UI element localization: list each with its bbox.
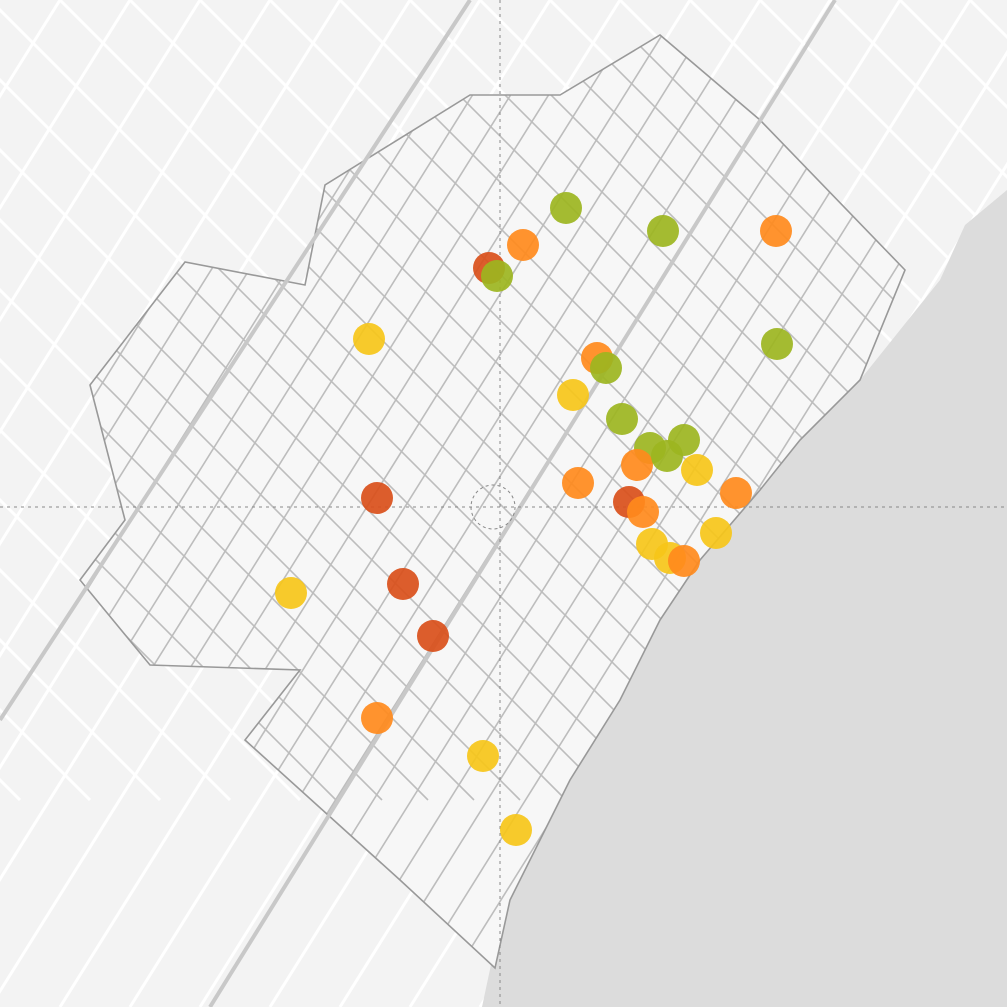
center-marker [470, 484, 516, 530]
street [317, 35, 905, 801]
location-dot [507, 229, 539, 261]
lake [482, 190, 1007, 1007]
street [80, 35, 475, 801]
location-dot [353, 323, 385, 355]
street [80, 35, 521, 801]
city-boundary [78, 34, 906, 970]
street [80, 35, 567, 801]
road [0, 0, 132, 211]
street [363, 35, 905, 801]
location-dot [557, 379, 589, 411]
location-dot [606, 403, 638, 435]
location-dot [681, 454, 713, 486]
street [80, 35, 495, 968]
road [758, 0, 1007, 250]
street [80, 35, 705, 801]
location-dot [700, 517, 732, 549]
location-dot [621, 449, 653, 481]
location-dot [562, 467, 594, 499]
highway [208, 0, 837, 1007]
street [547, 35, 905, 801]
location-dot [647, 215, 679, 247]
location-dot [627, 496, 659, 528]
street [80, 35, 383, 801]
highway [0, 0, 472, 722]
location-dot [760, 215, 792, 247]
location-dot [500, 814, 532, 846]
location-dot [550, 192, 582, 224]
road [0, 0, 202, 323]
road [828, 0, 1007, 180]
road [0, 567, 232, 802]
location-dot [590, 352, 622, 384]
street [80, 35, 613, 801]
road [0, 0, 342, 547]
street [80, 35, 429, 801]
location-dot [361, 482, 393, 514]
street [409, 35, 905, 801]
location-dot [720, 477, 752, 509]
location-dot [467, 740, 499, 772]
location-dot [417, 620, 449, 652]
road [0, 497, 302, 802]
street [80, 35, 533, 968]
location-dot [651, 440, 683, 472]
road [688, 0, 1007, 320]
location-dot [668, 545, 700, 577]
road [0, 0, 272, 435]
location-dot [481, 260, 513, 292]
street [80, 35, 571, 968]
street [395, 35, 905, 968]
road [0, 0, 412, 659]
street [80, 35, 659, 801]
points [275, 192, 793, 846]
street [593, 35, 905, 801]
location-dot [387, 568, 419, 600]
road [0, 637, 162, 802]
location-dot [361, 702, 393, 734]
location-dot [275, 577, 307, 609]
location-dot [761, 328, 793, 360]
